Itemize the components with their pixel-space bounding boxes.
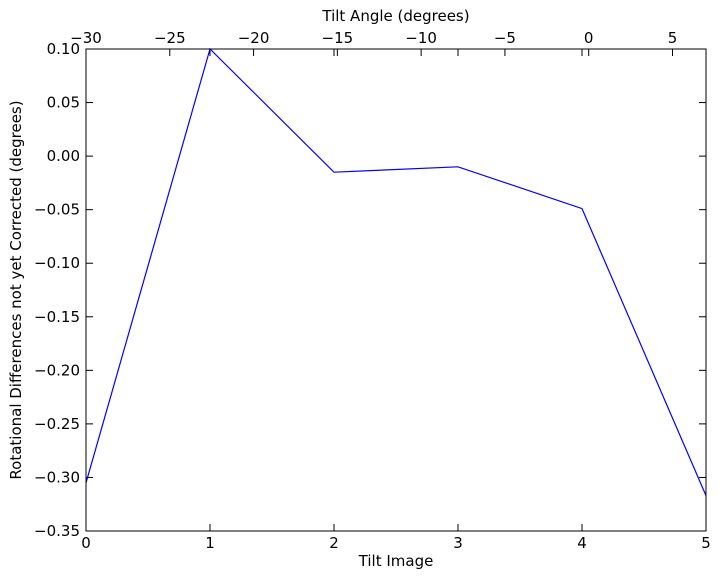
- x-tick-label: 4: [577, 534, 587, 552]
- plot-frame: [85, 48, 707, 532]
- x-tick-label: 5: [701, 534, 711, 552]
- top-x-axis-label: Tilt Angle (degrees): [321, 7, 469, 25]
- y-tick-label: −0.20: [34, 361, 80, 379]
- y-tick-label: 0.10: [47, 40, 80, 58]
- x-tick-label: 0: [81, 534, 91, 552]
- y-tick-label: −0.05: [34, 201, 80, 219]
- x-tick-label: 2: [329, 534, 339, 552]
- series-layer: [85, 47, 707, 496]
- tick-labels-layer: 0 1 2 3 4 5 0.10 0.05 0.00 −0.05 −0.10 −0.15 −0.20 −0…: [34, 29, 711, 552]
- top-x-tick-label: −10: [405, 29, 437, 47]
- top-x-tick-label: 0: [584, 29, 594, 47]
- x-tick-label: 3: [453, 534, 463, 552]
- top-x-tick-label: −20: [238, 29, 270, 47]
- y-tick-label: 0.05: [47, 94, 80, 112]
- x-axis-label: Tilt Image: [358, 552, 434, 570]
- y-tick-label: −0.10: [34, 254, 80, 272]
- top-x-tick-label: −30: [70, 29, 102, 47]
- top-x-tick-label: −25: [154, 29, 186, 47]
- plot-area: [86, 49, 706, 531]
- top-x-tick-label: −15: [322, 29, 354, 47]
- x-tick-label: 1: [205, 534, 215, 552]
- y-tick-label: −0.15: [34, 308, 80, 326]
- top-x-tick-label: −5: [494, 29, 516, 47]
- y-tick-label: 0.00: [47, 147, 80, 165]
- y-tick-label: −0.35: [34, 522, 80, 540]
- top-x-tick-label: 5: [668, 29, 678, 47]
- y-tick-label: −0.30: [34, 468, 80, 486]
- y-axis-label: Rotational Differences not yet Corrected…: [7, 100, 25, 479]
- y-tick-label: −0.25: [34, 415, 80, 433]
- series-line: [85, 47, 707, 496]
